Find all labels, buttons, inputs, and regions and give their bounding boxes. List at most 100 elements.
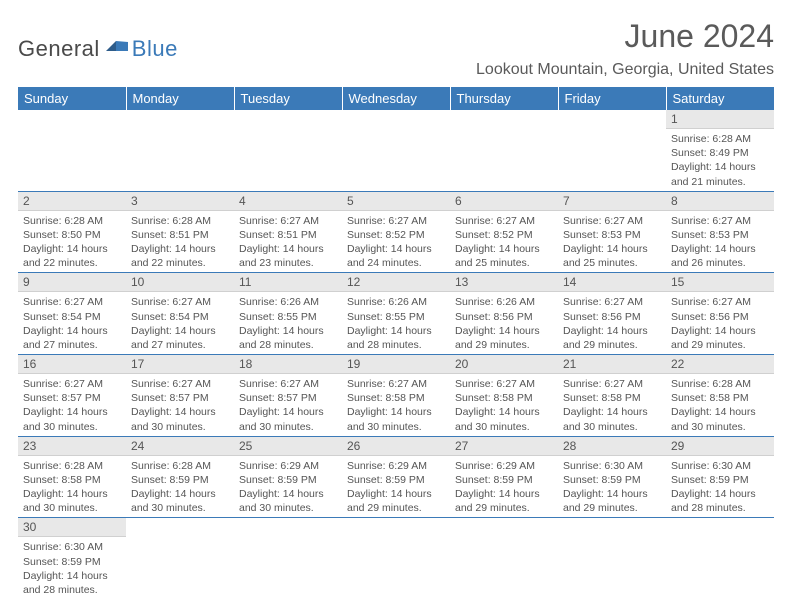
day-number: 12: [342, 273, 450, 292]
day-details: Sunrise: 6:28 AMSunset: 8:51 PMDaylight:…: [126, 211, 234, 273]
day-number: 23: [18, 437, 126, 456]
calendar-header-row: SundayMondayTuesdayWednesdayThursdayFrid…: [18, 87, 774, 110]
calendar-day-cell: 20Sunrise: 6:27 AMSunset: 8:58 PMDayligh…: [450, 355, 558, 437]
calendar-day-cell: 30Sunrise: 6:30 AMSunset: 8:59 PMDayligh…: [18, 518, 126, 599]
calendar-day-cell: 13Sunrise: 6:26 AMSunset: 8:56 PMDayligh…: [450, 273, 558, 355]
day-details: Sunrise: 6:30 AMSunset: 8:59 PMDaylight:…: [18, 537, 126, 599]
day-number: 5: [342, 192, 450, 211]
weekday-header: Friday: [558, 87, 666, 110]
day-number: 20: [450, 355, 558, 374]
calendar-week-row: 30Sunrise: 6:30 AMSunset: 8:59 PMDayligh…: [18, 518, 774, 599]
day-number: 22: [666, 355, 774, 374]
day-details: Sunrise: 6:27 AMSunset: 8:56 PMDaylight:…: [666, 292, 774, 354]
day-details: Sunrise: 6:27 AMSunset: 8:53 PMDaylight:…: [558, 211, 666, 273]
weekday-header: Tuesday: [234, 87, 342, 110]
header: General Blue June 2024 Lookout Mountain,…: [18, 18, 774, 79]
calendar-empty-cell: [666, 518, 774, 599]
calendar-day-cell: 24Sunrise: 6:28 AMSunset: 8:59 PMDayligh…: [126, 436, 234, 518]
day-details: Sunrise: 6:27 AMSunset: 8:58 PMDaylight:…: [450, 374, 558, 436]
day-details: Sunrise: 6:28 AMSunset: 8:58 PMDaylight:…: [666, 374, 774, 436]
day-number: 21: [558, 355, 666, 374]
calendar-day-cell: 15Sunrise: 6:27 AMSunset: 8:56 PMDayligh…: [666, 273, 774, 355]
logo-text-general: General: [18, 36, 100, 62]
day-number: 18: [234, 355, 342, 374]
calendar-day-cell: 9Sunrise: 6:27 AMSunset: 8:54 PMDaylight…: [18, 273, 126, 355]
logo-text-blue: Blue: [132, 36, 178, 62]
calendar-day-cell: 27Sunrise: 6:29 AMSunset: 8:59 PMDayligh…: [450, 436, 558, 518]
day-details: Sunrise: 6:27 AMSunset: 8:58 PMDaylight:…: [558, 374, 666, 436]
calendar-empty-cell: [558, 518, 666, 599]
day-details: Sunrise: 6:30 AMSunset: 8:59 PMDaylight:…: [666, 456, 774, 518]
weekday-header: Thursday: [450, 87, 558, 110]
day-number: 25: [234, 437, 342, 456]
day-details: Sunrise: 6:27 AMSunset: 8:51 PMDaylight:…: [234, 211, 342, 273]
day-number: 13: [450, 273, 558, 292]
day-number: 4: [234, 192, 342, 211]
calendar-day-cell: 26Sunrise: 6:29 AMSunset: 8:59 PMDayligh…: [342, 436, 450, 518]
day-details: Sunrise: 6:27 AMSunset: 8:57 PMDaylight:…: [234, 374, 342, 436]
day-number: 14: [558, 273, 666, 292]
calendar-day-cell: 18Sunrise: 6:27 AMSunset: 8:57 PMDayligh…: [234, 355, 342, 437]
day-details: Sunrise: 6:27 AMSunset: 8:54 PMDaylight:…: [126, 292, 234, 354]
day-number: 15: [666, 273, 774, 292]
day-details: Sunrise: 6:27 AMSunset: 8:56 PMDaylight:…: [558, 292, 666, 354]
day-number: 29: [666, 437, 774, 456]
calendar-day-cell: 14Sunrise: 6:27 AMSunset: 8:56 PMDayligh…: [558, 273, 666, 355]
day-details: Sunrise: 6:29 AMSunset: 8:59 PMDaylight:…: [450, 456, 558, 518]
day-details: Sunrise: 6:27 AMSunset: 8:54 PMDaylight:…: [18, 292, 126, 354]
calendar-day-cell: 23Sunrise: 6:28 AMSunset: 8:58 PMDayligh…: [18, 436, 126, 518]
day-details: Sunrise: 6:26 AMSunset: 8:55 PMDaylight:…: [342, 292, 450, 354]
calendar-empty-cell: [234, 110, 342, 191]
day-details: Sunrise: 6:28 AMSunset: 8:58 PMDaylight:…: [18, 456, 126, 518]
calendar-empty-cell: [126, 110, 234, 191]
day-number: 27: [450, 437, 558, 456]
day-number: 28: [558, 437, 666, 456]
calendar-week-row: 1Sunrise: 6:28 AMSunset: 8:49 PMDaylight…: [18, 110, 774, 191]
day-details: Sunrise: 6:27 AMSunset: 8:57 PMDaylight:…: [18, 374, 126, 436]
calendar-day-cell: 12Sunrise: 6:26 AMSunset: 8:55 PMDayligh…: [342, 273, 450, 355]
day-details: Sunrise: 6:29 AMSunset: 8:59 PMDaylight:…: [342, 456, 450, 518]
day-details: Sunrise: 6:27 AMSunset: 8:58 PMDaylight:…: [342, 374, 450, 436]
calendar-day-cell: 1Sunrise: 6:28 AMSunset: 8:49 PMDaylight…: [666, 110, 774, 191]
month-title: June 2024: [476, 18, 774, 55]
day-details: Sunrise: 6:26 AMSunset: 8:56 PMDaylight:…: [450, 292, 558, 354]
day-details: Sunrise: 6:30 AMSunset: 8:59 PMDaylight:…: [558, 456, 666, 518]
day-details: Sunrise: 6:26 AMSunset: 8:55 PMDaylight:…: [234, 292, 342, 354]
day-details: Sunrise: 6:27 AMSunset: 8:52 PMDaylight:…: [450, 211, 558, 273]
calendar-day-cell: 25Sunrise: 6:29 AMSunset: 8:59 PMDayligh…: [234, 436, 342, 518]
day-number: 10: [126, 273, 234, 292]
calendar-day-cell: 6Sunrise: 6:27 AMSunset: 8:52 PMDaylight…: [450, 191, 558, 273]
day-number: 9: [18, 273, 126, 292]
day-number: 6: [450, 192, 558, 211]
calendar-day-cell: 8Sunrise: 6:27 AMSunset: 8:53 PMDaylight…: [666, 191, 774, 273]
day-number: 26: [342, 437, 450, 456]
day-number: 8: [666, 192, 774, 211]
calendar-empty-cell: [342, 110, 450, 191]
calendar-week-row: 9Sunrise: 6:27 AMSunset: 8:54 PMDaylight…: [18, 273, 774, 355]
day-number: 16: [18, 355, 126, 374]
calendar-week-row: 2Sunrise: 6:28 AMSunset: 8:50 PMDaylight…: [18, 191, 774, 273]
calendar-empty-cell: [342, 518, 450, 599]
calendar-table: SundayMondayTuesdayWednesdayThursdayFrid…: [18, 87, 774, 599]
weekday-header: Saturday: [666, 87, 774, 110]
calendar-day-cell: 4Sunrise: 6:27 AMSunset: 8:51 PMDaylight…: [234, 191, 342, 273]
calendar-day-cell: 3Sunrise: 6:28 AMSunset: 8:51 PMDaylight…: [126, 191, 234, 273]
calendar-day-cell: 10Sunrise: 6:27 AMSunset: 8:54 PMDayligh…: [126, 273, 234, 355]
logo: General Blue: [18, 36, 178, 62]
calendar-day-cell: 17Sunrise: 6:27 AMSunset: 8:57 PMDayligh…: [126, 355, 234, 437]
day-details: Sunrise: 6:27 AMSunset: 8:57 PMDaylight:…: [126, 374, 234, 436]
day-number: 11: [234, 273, 342, 292]
day-details: Sunrise: 6:28 AMSunset: 8:50 PMDaylight:…: [18, 211, 126, 273]
calendar-day-cell: 11Sunrise: 6:26 AMSunset: 8:55 PMDayligh…: [234, 273, 342, 355]
day-details: Sunrise: 6:27 AMSunset: 8:52 PMDaylight:…: [342, 211, 450, 273]
day-number: 30: [18, 518, 126, 537]
calendar-day-cell: 29Sunrise: 6:30 AMSunset: 8:59 PMDayligh…: [666, 436, 774, 518]
day-details: Sunrise: 6:27 AMSunset: 8:53 PMDaylight:…: [666, 211, 774, 273]
calendar-empty-cell: [126, 518, 234, 599]
day-number: 3: [126, 192, 234, 211]
calendar-empty-cell: [450, 110, 558, 191]
calendar-day-cell: 19Sunrise: 6:27 AMSunset: 8:58 PMDayligh…: [342, 355, 450, 437]
calendar-empty-cell: [558, 110, 666, 191]
day-number: 1: [666, 110, 774, 129]
calendar-day-cell: 7Sunrise: 6:27 AMSunset: 8:53 PMDaylight…: [558, 191, 666, 273]
